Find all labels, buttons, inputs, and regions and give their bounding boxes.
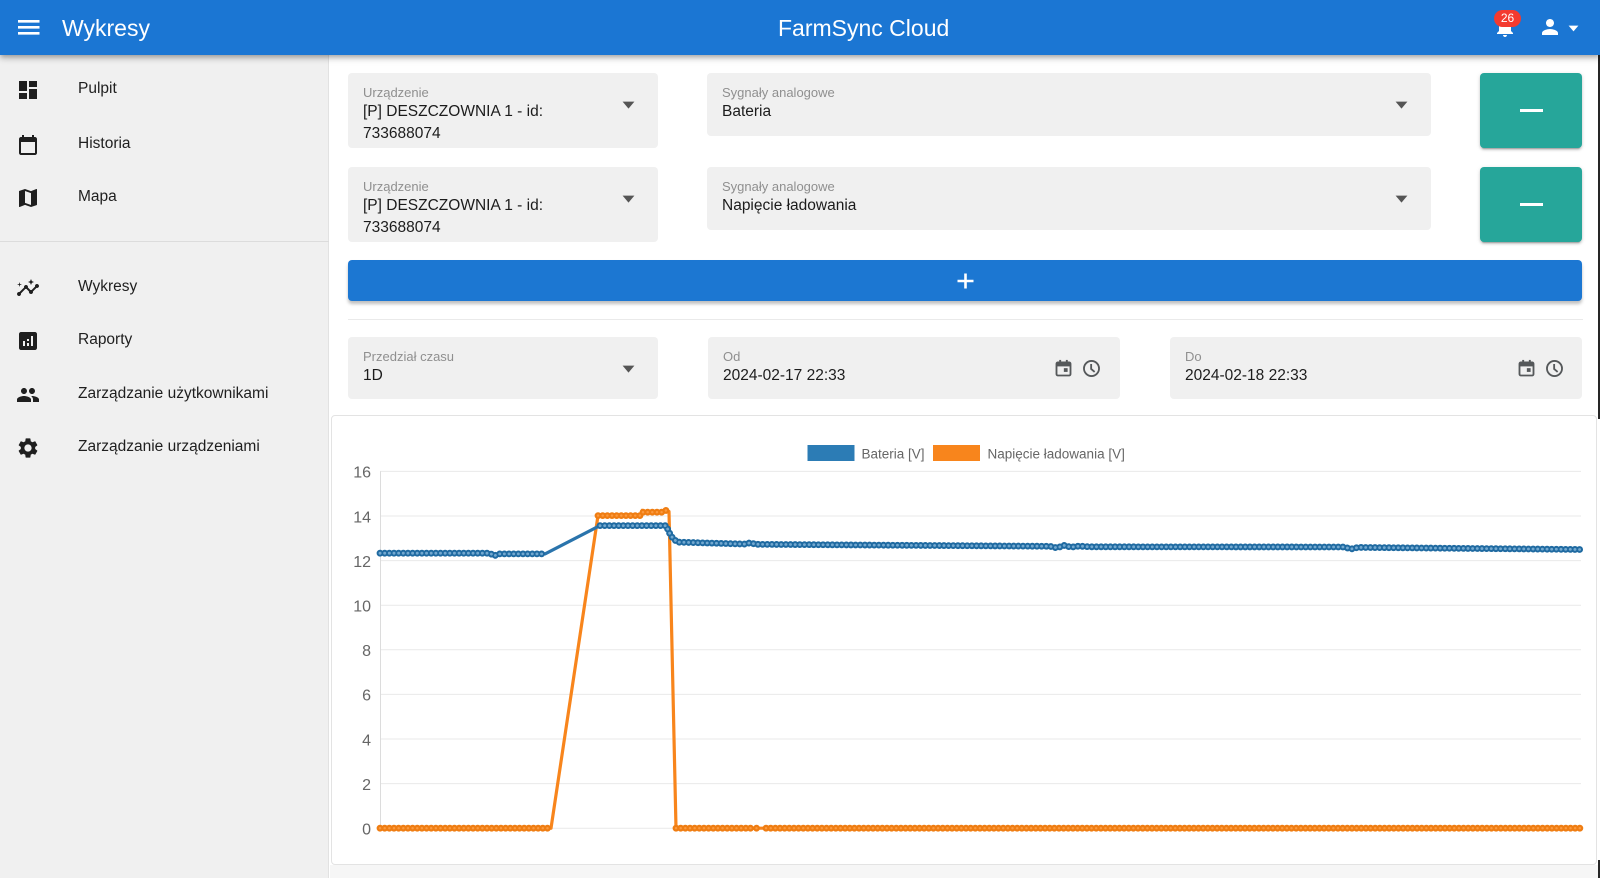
svg-text:12: 12 <box>353 554 371 571</box>
svg-text:Napięcie ładowania [V]: Napięcie ładowania [V] <box>988 447 1125 462</box>
svg-text:4: 4 <box>362 732 371 749</box>
svg-text:16: 16 <box>353 465 371 482</box>
svg-text:6: 6 <box>362 688 371 705</box>
svg-text:8: 8 <box>362 643 371 660</box>
svg-text:Bateria [V]: Bateria [V] <box>862 447 925 462</box>
svg-text:2: 2 <box>362 777 371 794</box>
svg-text:14: 14 <box>353 509 371 526</box>
svg-text:0: 0 <box>362 822 371 839</box>
svg-text:10: 10 <box>353 599 371 616</box>
